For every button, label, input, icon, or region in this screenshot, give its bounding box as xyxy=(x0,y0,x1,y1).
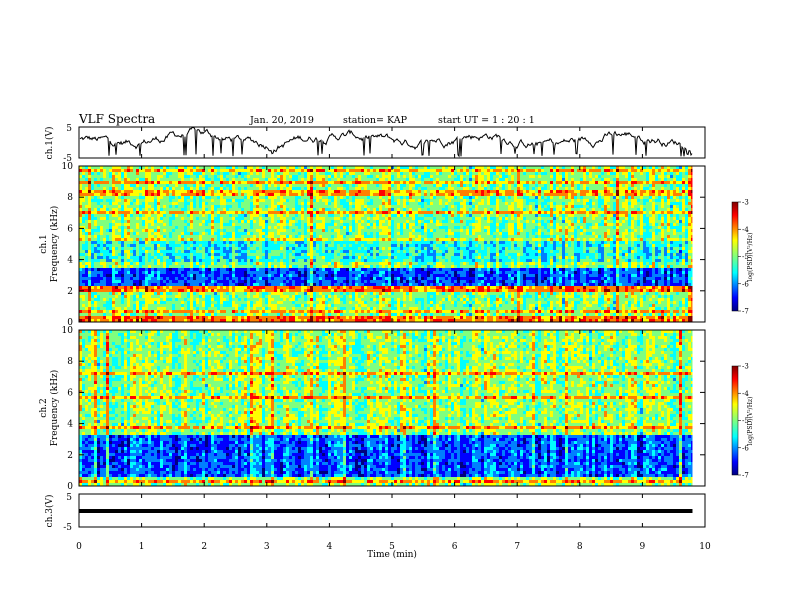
x-tick-label: 10 xyxy=(699,542,711,552)
spec1-ytick-label: 2 xyxy=(67,287,73,297)
ch2-ylabel-channel: ch.2 xyxy=(39,398,49,417)
cb2-ticks-label: -6 xyxy=(742,444,749,452)
x-axis-label: Time (min) xyxy=(367,549,417,560)
spec1-ytick-label: 10 xyxy=(62,162,74,172)
spec2-ytick-label: 2 xyxy=(67,451,73,461)
ch1-ytick-bottom: -5 xyxy=(63,154,72,164)
x-tick-label: 9 xyxy=(640,542,646,552)
ch1-ylabel-frequency: Frequency (kHz) xyxy=(49,206,60,283)
x-tick-label: 0 xyxy=(76,542,82,552)
ch3-ytick-bottom: -5 xyxy=(63,523,72,533)
x-tick-label: 2 xyxy=(201,542,207,552)
ch1-colorbar-label: log(PSD)(V²/Hz) xyxy=(747,233,754,282)
cb1-ticks-label: -3 xyxy=(742,199,749,207)
spec1-ytick-label: 6 xyxy=(67,224,73,234)
ch1-waveform-panel: 5 -5 ch.1(V) xyxy=(44,124,706,164)
ch3-ytick-top: 5 xyxy=(66,493,72,503)
cb1-ticks-label: -6 xyxy=(742,280,749,288)
x-axis-ticks: 0 1 2 3 4 5 6 7 8 9 10 xyxy=(76,127,711,552)
ch2-colorbar-label: log(PSD)(V²/Hz) xyxy=(747,397,754,446)
ch3-waveform-panel: 5 -5 ch.3(V) xyxy=(44,493,706,533)
x-tick-label: 8 xyxy=(577,542,583,552)
cb2-ticks-label: -5 xyxy=(742,417,749,425)
spec2-ytick-label: 6 xyxy=(67,388,73,398)
station-label: station= KAP xyxy=(343,115,408,126)
cb1-ticks-label: -7 xyxy=(742,308,749,316)
cb2-ticks-label: -4 xyxy=(742,390,749,398)
cb2-ticks-label: -7 xyxy=(742,472,749,480)
cb1-ticks-label: -4 xyxy=(742,226,749,234)
x-tick-label: 6 xyxy=(452,542,458,552)
ch1-spectrogram-heatmap xyxy=(79,166,693,322)
ch1-ylabel-channel: ch.1 xyxy=(39,234,49,253)
ch1-ytick-top: 5 xyxy=(66,124,72,134)
spec2-ytick-label: 10 xyxy=(62,326,74,336)
x-tick-label: 7 xyxy=(514,542,520,552)
spec2-ytick-label: 0 xyxy=(67,482,73,492)
spec2-ytick-label: 8 xyxy=(67,357,73,367)
spec1-ytick-label: 8 xyxy=(67,193,73,203)
date-label: Jan. 20, 2019 xyxy=(249,115,314,126)
ch2-ylabel-frequency: Frequency (kHz) xyxy=(49,370,60,447)
ch3-waveform-line xyxy=(79,509,693,513)
ch1-colorbar: -3 -4 -5 -6 -7 log(PSD)(V²/Hz) xyxy=(731,199,754,316)
ch3-ylabel: ch.3(V) xyxy=(44,495,55,528)
x-tick-label: 3 xyxy=(264,542,270,552)
ch1-ylabel: ch.1(V) xyxy=(44,127,55,160)
ch1-spectrogram-panel: 0 2 4 6 8 10 ch.1 Frequency (kHz) xyxy=(39,162,706,328)
ch2-spectrogram-heatmap xyxy=(79,330,693,486)
spec1-ytick-label: 4 xyxy=(67,256,73,266)
cb1-ticks-label: -5 xyxy=(742,253,749,261)
ch2-spectrogram-panel: 0 2 4 6 8 10 ch.2 Frequency (kHz) xyxy=(39,326,706,492)
x-tick-label: 4 xyxy=(327,542,333,552)
x-tick-label: 1 xyxy=(139,542,145,552)
start-time-label: start UT = 1 : 20 : 1 xyxy=(438,115,535,126)
spec1-ytick-label: 0 xyxy=(67,318,73,328)
spec2-ytick-label: 4 xyxy=(67,420,73,430)
ch1-waveform-line xyxy=(79,127,693,158)
figure-title: VLF Spectra xyxy=(78,112,155,126)
cb2-ticks-label: -3 xyxy=(742,363,749,371)
ch2-colorbar: -3 -4 -5 -6 -7 log(PSD)(V²/Hz) xyxy=(731,363,754,480)
x-tick-label: 5 xyxy=(389,542,395,552)
